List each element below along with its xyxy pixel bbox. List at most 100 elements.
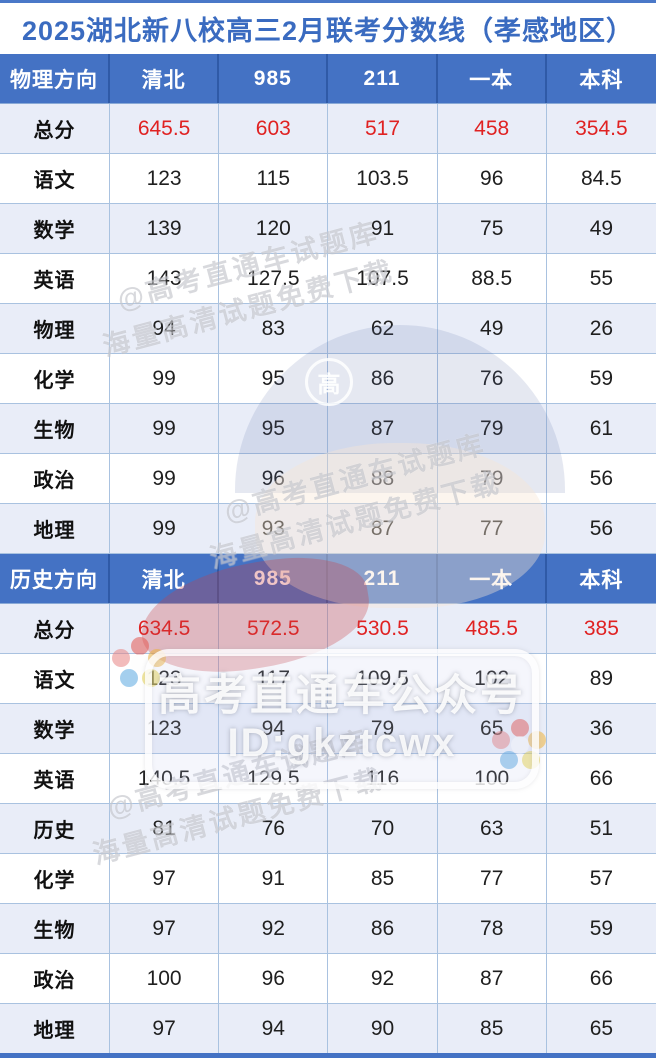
score-cell: 85 — [438, 1004, 547, 1053]
score-cell: 107.5 — [328, 254, 438, 303]
row-label: 英语 — [0, 254, 110, 303]
score-cell: 77 — [438, 854, 547, 903]
score-cell: 92 — [328, 954, 438, 1003]
score-cell: 56 — [589, 516, 614, 540]
score-cell: 97 — [110, 1004, 220, 1053]
row-label: 生物 — [0, 904, 110, 953]
score-cell: 86 — [328, 354, 438, 403]
column-header: 清北 — [110, 554, 220, 603]
score-cell: 87 — [328, 404, 438, 453]
table-row: 数学 123 94 79 65 36 — [0, 704, 656, 754]
section-name-header: 历史方向 — [0, 554, 110, 603]
row-label: 英语 — [0, 754, 110, 803]
score-cell: 66 — [589, 966, 614, 990]
score-cell: 140.5 — [110, 754, 220, 803]
score-cell: 76 — [438, 354, 547, 403]
row-label: 物理 — [0, 304, 110, 353]
score-cell: 96 — [219, 954, 329, 1003]
row-label: 地理 — [0, 504, 110, 553]
score-cell: 100 — [438, 754, 547, 803]
score-cell: 88.5 — [438, 254, 547, 303]
column-header: 一本 — [438, 554, 547, 603]
table-row: 英语 140.5 129.5 116 100 66 — [0, 754, 656, 804]
title-bar: 2025湖北新八校高三2月联考分数线（孝感地区） — [0, 3, 656, 54]
score-cell: 99 — [110, 454, 220, 503]
row-label: 生物 — [0, 404, 110, 453]
column-header: 本科 — [579, 568, 624, 592]
row-label: 政治 — [0, 954, 110, 1003]
score-cell: 63 — [438, 804, 547, 853]
score-cell: 49 — [438, 304, 547, 353]
score-cell: 123 — [110, 704, 220, 753]
table-row: 总分 645.5 603 517 458 354.5 — [0, 104, 656, 154]
score-cell: 634.5 — [110, 604, 220, 653]
section-header-row: 历史方向 清北 985 211 一本 本科 — [0, 554, 656, 604]
score-cell: 92 — [219, 904, 329, 953]
score-cell: 59 — [589, 366, 614, 390]
score-cell: 86 — [328, 904, 438, 953]
score-cell: 79 — [438, 454, 547, 503]
score-cell: 123 — [110, 654, 220, 703]
score-cell: 65 — [438, 704, 547, 753]
column-header: 一本 — [438, 54, 547, 103]
score-cell: 385 — [583, 616, 619, 640]
score-cell: 36 — [589, 716, 614, 740]
column-header: 本科 — [579, 68, 624, 92]
score-cell: 97 — [110, 854, 220, 903]
score-cell: 94 — [110, 304, 220, 353]
section-header-row: 物理方向 清北 985 211 一本 本科 — [0, 54, 656, 104]
score-cell: 517 — [328, 104, 438, 153]
score-cell: 99 — [110, 504, 220, 553]
score-cell: 90 — [328, 1004, 438, 1053]
column-header: 211 — [328, 554, 438, 603]
score-cell: 79 — [438, 404, 547, 453]
score-cell: 59 — [589, 916, 614, 940]
score-cell: 129.5 — [219, 754, 329, 803]
score-cell: 530.5 — [328, 604, 438, 653]
row-label: 语文 — [0, 654, 110, 703]
score-cell: 109.5 — [328, 654, 438, 703]
score-cell: 61 — [589, 416, 614, 440]
score-cell: 79 — [328, 704, 438, 753]
score-cell: 115 — [219, 154, 329, 203]
table-row: 化学 99 95 86 76 59 — [0, 354, 656, 404]
table-row: 语文 123 115 103.5 96 84.5 — [0, 154, 656, 204]
table-row: 生物 97 92 86 78 59 — [0, 904, 656, 954]
score-cell: 84.5 — [580, 166, 622, 190]
table-row: 总分 634.5 572.5 530.5 485.5 385 — [0, 604, 656, 654]
column-header: 985 — [219, 54, 329, 103]
score-cell: 139 — [110, 204, 220, 253]
column-header: 清北 — [110, 54, 220, 103]
score-cell: 645.5 — [110, 104, 220, 153]
score-cell: 127.5 — [219, 254, 329, 303]
score-cell: 120 — [219, 204, 329, 253]
score-cell: 91 — [328, 204, 438, 253]
score-cell: 99 — [110, 354, 220, 403]
table-row: 数学 139 120 91 75 49 — [0, 204, 656, 254]
score-cell: 87 — [438, 954, 547, 1003]
score-cell: 26 — [589, 316, 614, 340]
table-row: 历史 81 76 70 63 51 — [0, 804, 656, 854]
row-label: 总分 — [0, 104, 110, 153]
column-header: 985 — [219, 554, 329, 603]
table-row: 语文 123 117 109.5 102 89 — [0, 654, 656, 704]
table-row: 物理 94 83 62 49 26 — [0, 304, 656, 354]
bottom-blue-bar — [0, 1053, 656, 1058]
score-cell: 76 — [219, 804, 329, 853]
score-cell: 77 — [438, 504, 547, 553]
score-cell: 55 — [589, 266, 614, 290]
score-cell: 51 — [589, 816, 614, 840]
row-label: 数学 — [0, 204, 110, 253]
score-cell: 102 — [438, 654, 547, 703]
score-cell: 95 — [219, 354, 329, 403]
score-cell: 603 — [219, 104, 329, 153]
row-label: 总分 — [0, 604, 110, 653]
score-cell: 99 — [110, 404, 220, 453]
score-cell: 66 — [589, 766, 614, 790]
score-cell: 117 — [219, 654, 329, 703]
row-label: 地理 — [0, 1004, 110, 1053]
column-header: 211 — [328, 54, 438, 103]
score-cell: 65 — [589, 1016, 614, 1040]
table-row: 地理 99 93 87 77 56 — [0, 504, 656, 554]
